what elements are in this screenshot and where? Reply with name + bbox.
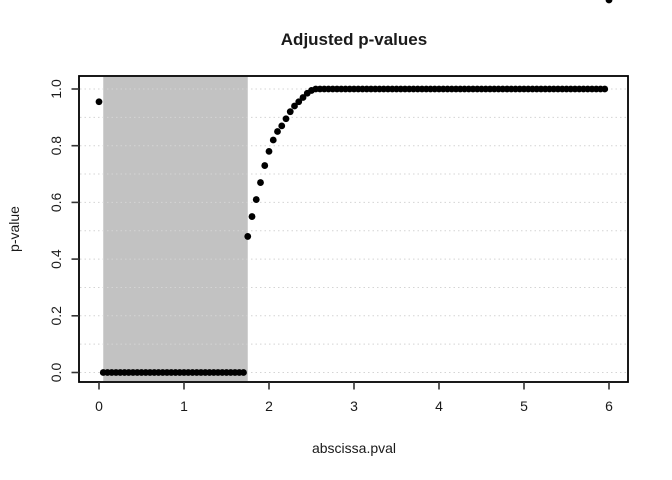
plot-title: Adjusted p-values (281, 30, 427, 49)
y-tick-label: 0.2 (48, 306, 64, 326)
x-tick-label: 3 (350, 398, 358, 414)
data-point (278, 122, 286, 130)
x-axis-label: abscissa.pval (312, 440, 396, 456)
data-point (265, 147, 273, 155)
x-axis-ticks (98, 382, 610, 390)
y-tick-label: 0.6 (48, 192, 64, 212)
y-tick-label: 1.0 (48, 79, 64, 99)
x-tick-label: 5 (520, 398, 528, 414)
x-tick-label: 2 (265, 398, 273, 414)
y-tick-label: 0.8 (48, 136, 64, 156)
data-point (601, 85, 609, 93)
data-point (240, 369, 247, 376)
data-point (605, 0, 613, 4)
data-point (261, 162, 269, 169)
data-point (299, 94, 307, 101)
y-axis-ticks (71, 88, 79, 374)
y-axis-label: p-value (6, 206, 22, 252)
data-point (274, 128, 281, 135)
data-point (286, 108, 294, 116)
gridline-layer (80, 88, 627, 373)
data-point (252, 196, 260, 203)
points-layer (95, 0, 613, 376)
data-point (244, 233, 252, 240)
data-point (282, 115, 290, 123)
y-tick-label: 0.4 (48, 249, 64, 269)
x-axis-tick-labels: 0 1 2 3 4 5 6 (95, 398, 613, 414)
data-point (248, 213, 256, 220)
y-tick-label: 0.0 (48, 363, 64, 383)
shaded-region (103, 77, 248, 381)
shade-layer (103, 77, 248, 381)
data-point (295, 98, 303, 106)
x-tick-label: 0 (95, 398, 103, 414)
x-tick-label: 6 (605, 398, 613, 414)
data-point (291, 102, 298, 110)
data-point (95, 98, 103, 106)
data-point (257, 179, 264, 186)
data-point (269, 136, 277, 144)
x-tick-label: 1 (180, 398, 188, 414)
y-axis-tick-labels: 0.0 0.2 0.4 0.6 0.8 1.0 (48, 79, 64, 382)
x-tick-label: 4 (435, 398, 443, 414)
